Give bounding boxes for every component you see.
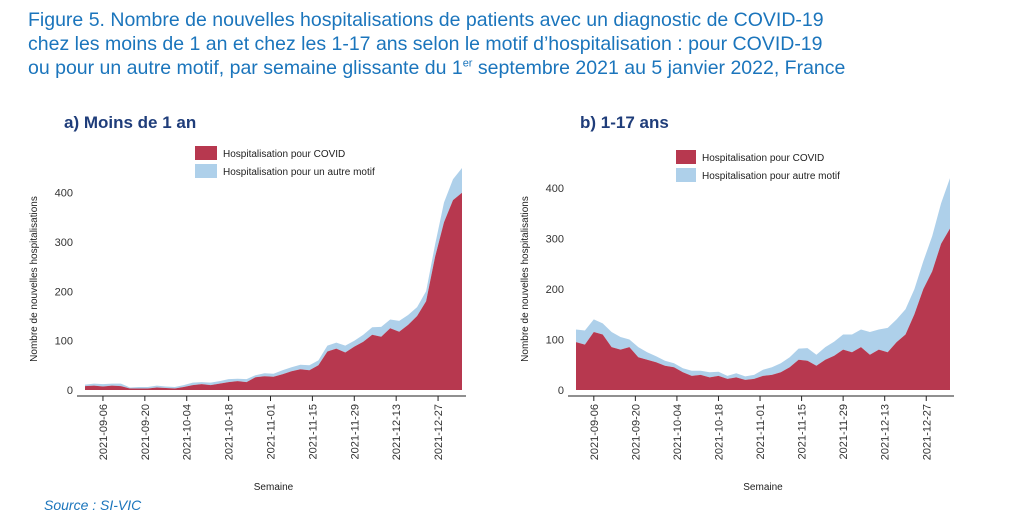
x-tick-label-b: 2021-12-13 bbox=[880, 404, 892, 460]
x-tick-label-b: 2021-09-06 bbox=[589, 404, 601, 460]
legend-label-covid-b: Hospitalisation pour COVID bbox=[702, 153, 824, 164]
legend-label-other-motif-a: Hospitalisation pour un autre motif bbox=[223, 167, 375, 178]
figure-title-superscript: er bbox=[462, 57, 473, 70]
x-axis-label-b: Semaine bbox=[743, 482, 783, 493]
y-axis-label-a: Nombre de nouvelles hospitalisations bbox=[29, 196, 40, 362]
y-tick-label-a: 100 bbox=[55, 336, 73, 348]
figure-title-line-2: chez les moins de 1 an et chez les 1-17 … bbox=[28, 33, 823, 55]
x-tick-label-a: 2021-11-01 bbox=[266, 404, 278, 459]
area-series-covid-a bbox=[85, 192, 462, 390]
legend-label-covid-a: Hospitalisation pour COVID bbox=[223, 149, 345, 160]
x-tick-label-a: 2021-12-13 bbox=[391, 404, 403, 460]
figure-title-line-3a: ou pour un autre motif, par semaine glis… bbox=[28, 57, 463, 79]
x-tick-label-b: 2021-12-27 bbox=[921, 404, 933, 460]
figure-title-line-1: Figure 5. Nombre de nouvelles hospitalis… bbox=[28, 9, 824, 31]
y-tick-label-b: 300 bbox=[546, 234, 564, 246]
y-tick-label-b: 100 bbox=[546, 335, 564, 347]
y-tick-label-a: 300 bbox=[55, 237, 73, 249]
y-tick-label-a: 200 bbox=[55, 286, 73, 298]
legend-swatch-other-motif-b bbox=[676, 168, 696, 182]
x-tick-label-a: 2021-09-20 bbox=[140, 404, 152, 460]
chart-under-1-year: 0 100 200 300 400 Nombre de nouvelles hospita… bbox=[29, 146, 466, 493]
x-tick-label-a: 2021-12-27 bbox=[433, 404, 445, 460]
area-series-covid-b bbox=[576, 228, 950, 390]
source-note: Source : SI-VIC bbox=[44, 497, 142, 513]
figure-title-line-3b: septembre 2021 au 5 janvier 2022, France bbox=[472, 57, 846, 79]
x-tick-label-b: 2021-10-18 bbox=[713, 404, 725, 460]
y-tick-label-b: 400 bbox=[546, 183, 564, 195]
legend-swatch-covid-a bbox=[195, 146, 217, 160]
legend-swatch-other-motif-a bbox=[195, 164, 217, 178]
x-tick-label-b: 2021-11-15 bbox=[797, 404, 809, 459]
panel-label-b: b) 1-17 ans bbox=[580, 113, 669, 132]
x-tick-label-b: 2021-11-29 bbox=[838, 404, 850, 459]
legend-label-other-motif-b: Hospitalisation pour autre motif bbox=[702, 171, 840, 182]
x-tick-label-b: 2021-09-20 bbox=[630, 404, 642, 460]
x-tick-label-a: 2021-11-15 bbox=[307, 404, 319, 459]
chart-1-17-years: 0 100 200 300 400 Nombre de nouvelles hospita… bbox=[520, 150, 954, 493]
figure-title-line-3: ou pour un autre motif, par semaine glis… bbox=[28, 56, 1008, 80]
x-tick-label-b: 2021-11-01 bbox=[755, 404, 767, 459]
y-tick-label-b: 0 bbox=[558, 385, 564, 397]
y-tick-label-a: 400 bbox=[55, 188, 73, 200]
x-tick-label-a: 2021-10-18 bbox=[224, 404, 236, 460]
y-tick-label-b: 200 bbox=[546, 284, 564, 296]
figure-title: Figure 5. Nombre de nouvelles hospitalis… bbox=[28, 8, 1008, 80]
panel-label-a: a) Moins de 1 an bbox=[64, 113, 197, 132]
x-tick-label-a: 2021-09-06 bbox=[98, 404, 110, 460]
area-series-other-motif-a bbox=[85, 168, 462, 389]
y-tick-label-a: 0 bbox=[67, 385, 73, 397]
x-tick-label-b: 2021-10-04 bbox=[672, 404, 684, 460]
legend-swatch-covid-b bbox=[676, 150, 696, 164]
x-tick-label-a: 2021-11-29 bbox=[349, 404, 361, 459]
x-tick-label-a: 2021-10-04 bbox=[182, 404, 194, 460]
y-axis-label-b: Nombre de nouvelles hospitalisations bbox=[520, 196, 531, 362]
x-axis-label-a: Semaine bbox=[254, 482, 294, 493]
